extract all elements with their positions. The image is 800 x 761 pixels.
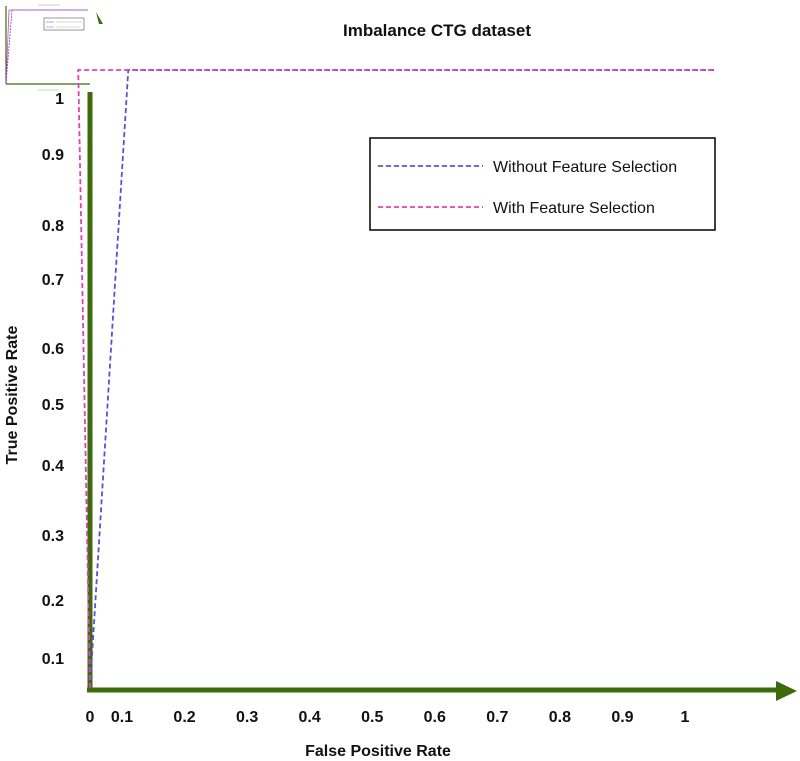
x-tick-label: 0.9 [611, 709, 633, 726]
legend-label-2: With Feature Selection [493, 200, 655, 217]
chart-title: Imbalance CTG dataset [343, 21, 531, 40]
x-tick-label: 0.1 [111, 709, 133, 726]
x-tick-label: 0.5 [361, 709, 383, 726]
y-tick-label: 0.9 [42, 147, 64, 164]
x-tick-label: 0.3 [236, 709, 258, 726]
y-tick-label: 0.6 [42, 341, 64, 358]
series-lines [77, 69, 716, 689]
x-tick-label: 0.4 [299, 709, 321, 726]
x-axis-title: False Positive Rate [305, 743, 451, 760]
chart-thumbnail [3, 2, 103, 94]
y-tick-label: 0.2 [42, 593, 64, 610]
series-line-2 [77, 69, 716, 689]
x-tick-label: 0.7 [486, 709, 508, 726]
y-axis-ticks: 0.1 0.2 0.3 0.4 0.5 0.6 0.7 0.8 0.9 1 [42, 91, 64, 668]
y-tick-label: 0.5 [42, 397, 64, 414]
y-tick-label: 0.3 [42, 528, 64, 545]
x-axis-arrow [776, 681, 797, 701]
x-tick-label: 0.6 [424, 709, 446, 726]
x-tick-label: 1 [681, 709, 690, 726]
y-tick-label: 0.7 [42, 272, 64, 289]
x-tick-label: 0.8 [549, 709, 571, 726]
legend: Without Feature Selection With Feature Se… [369, 137, 716, 231]
axes [87, 92, 797, 701]
x-tick-label: 0.2 [173, 709, 195, 726]
legend-box [369, 137, 716, 231]
x-tick-label: 0 [86, 709, 95, 726]
y-tick-label: 0.8 [42, 218, 64, 235]
y-axis-title: True Positive Rate [4, 326, 21, 465]
legend-label-1: Without Feature Selection [493, 159, 677, 176]
y-tick-label: 0.4 [42, 458, 64, 475]
y-tick-label: 0.1 [42, 651, 64, 668]
x-axis-ticks: 0 0.1 0.2 0.3 0.4 0.5 0.6 0.7 0.8 0.9 1 [86, 709, 690, 726]
y-tick-label: 1 [55, 91, 64, 108]
